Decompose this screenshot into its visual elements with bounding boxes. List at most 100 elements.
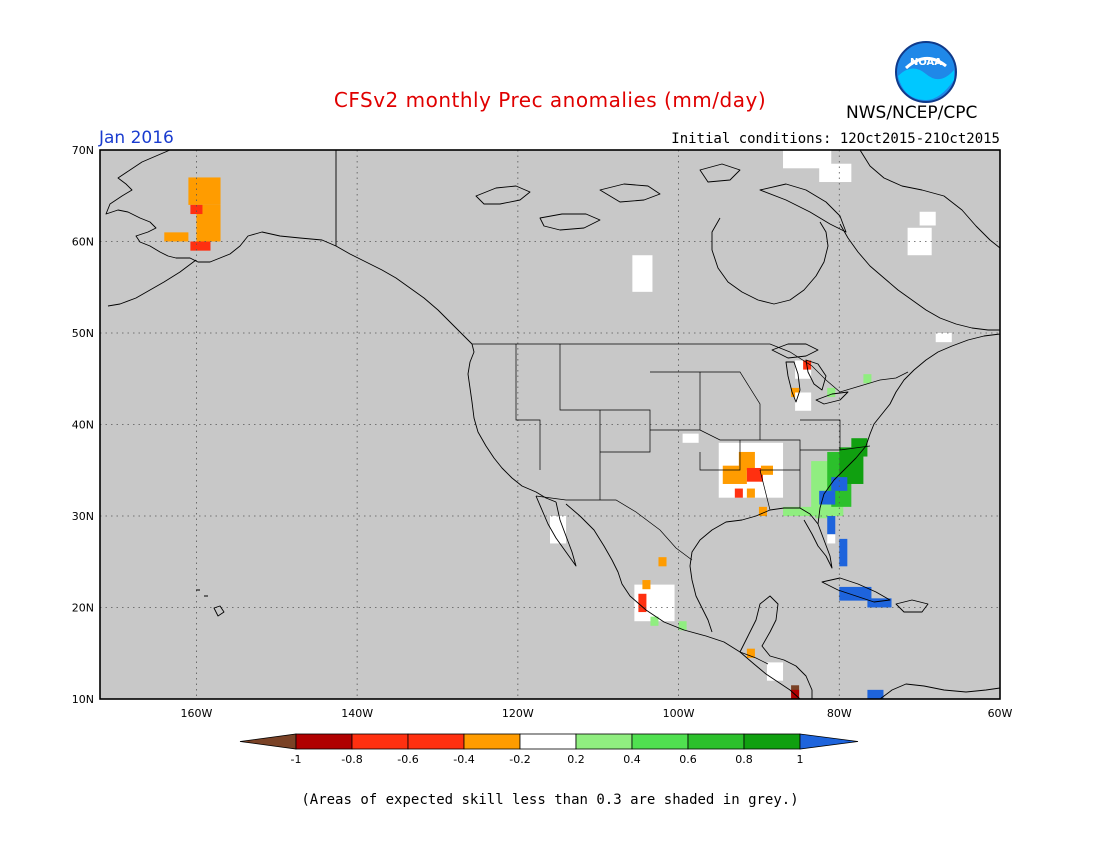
labrador <box>839 223 1000 331</box>
anomaly-cell-white <box>550 516 567 544</box>
anomaly-cell-white <box>766 662 784 681</box>
colorbar-label: -0.6 <box>397 753 418 766</box>
lat-tick-label: 40N <box>72 419 94 432</box>
anomaly-cell-ltgreen <box>650 616 659 626</box>
lake-erie <box>815 391 849 405</box>
lon-tick-label: 60W <box>988 707 1013 720</box>
us-mexico-border <box>535 495 693 561</box>
logo-text: NOAA <box>910 57 942 68</box>
anomaly-cell-ltgreen <box>827 387 836 398</box>
latitude-tick-labels: 10N 20N 30N 40N 50N 60N 70N <box>72 144 94 706</box>
anomaly-cell-blue <box>827 516 836 535</box>
lon-tick-label: 120W <box>502 707 534 720</box>
lon-tick-label: 160W <box>180 707 212 720</box>
lat-tick-label: 50N <box>72 327 94 340</box>
anomaly-cell-ltgreen <box>678 621 687 631</box>
east-coast <box>817 333 1001 525</box>
hudson-bay <box>711 217 829 305</box>
arctic-island-3 <box>599 183 661 203</box>
colorbar-segment <box>463 733 521 750</box>
lake-superior <box>771 343 819 359</box>
lat-tick-label: 30N <box>72 510 94 523</box>
cuba <box>821 577 891 603</box>
greenland <box>859 149 1001 249</box>
colorbar-segment <box>631 733 689 750</box>
lake-huron <box>805 359 827 391</box>
colorbar-segment <box>743 733 801 750</box>
hispaniola <box>895 599 929 613</box>
anomaly-cell-red <box>190 204 203 215</box>
lon-tick-label: 80W <box>827 707 852 720</box>
anomaly-cell-white <box>919 211 936 226</box>
anomaly-cell-white <box>682 433 699 443</box>
longitude-tick-labels: 160W 140W 120W 100W 80W 60W <box>180 707 1012 720</box>
colorbar-segment <box>575 733 633 750</box>
lat-tick-label: 70N <box>72 144 94 157</box>
colorbar-segment <box>687 733 745 750</box>
coastlines-and-borders <box>105 149 1001 700</box>
anomaly-cell-white <box>935 333 952 343</box>
lat-tick-label: 10N <box>72 693 94 706</box>
chart-title: CFSv2 monthly Prec anomalies (mm/day) <box>333 88 767 112</box>
anomaly-cell-orange <box>658 557 667 567</box>
organization-label: NWS/NCEP/CPC <box>846 103 978 123</box>
colorbar-label: 0.8 <box>735 753 753 766</box>
anomaly-cell-blue <box>831 477 848 491</box>
south-america-coast <box>879 683 1001 700</box>
colorbar-label: 0.2 <box>567 753 585 766</box>
anomaly-cell-blue <box>867 598 892 608</box>
anomaly-cell-blue <box>839 538 848 567</box>
alaska-coast <box>105 149 337 263</box>
anomaly-cell-orange <box>164 232 189 242</box>
anomaly-cell-orange <box>642 580 651 590</box>
baffin-island <box>759 183 847 233</box>
anomaly-cell-red <box>734 488 743 498</box>
skill-footnote: (Areas of expected skill less than 0.3 a… <box>301 792 799 808</box>
colorbar: -1 -0.8 -0.6 -0.4 -0.2 0.2 0.4 0.6 0.8 1 <box>239 733 859 766</box>
hawaii-big-island <box>213 605 225 617</box>
anomaly-cell-red <box>746 467 763 482</box>
gulf-coast <box>689 507 833 633</box>
colorbar-label: 0.4 <box>623 753 641 766</box>
initial-conditions: Initial conditions: 12Oct2015-21Oct2015 <box>671 131 1000 147</box>
colorbar-segment <box>295 733 353 750</box>
graticule <box>100 150 1000 699</box>
lon-tick-label: 140W <box>341 707 373 720</box>
colorbar-label: -0.4 <box>453 753 474 766</box>
yucatan <box>739 595 813 699</box>
colorbar-label: 1 <box>797 753 804 766</box>
anomaly-cell-blue <box>867 689 884 699</box>
west-coast <box>467 343 557 503</box>
hawaii-small-islands <box>196 589 208 597</box>
anomaly-cell-white <box>819 163 852 183</box>
anomaly-cell-white <box>632 255 653 292</box>
colorbar-arrow-low <box>239 733 297 750</box>
anomaly-cell-orange <box>188 177 221 205</box>
baja-california <box>535 495 577 567</box>
anomaly-cell-orange <box>746 488 755 498</box>
colorbar-label: -0.8 <box>341 753 362 766</box>
colorbar-label: 0.6 <box>679 753 697 766</box>
colorbar-segment <box>519 733 577 750</box>
mexico-pacific-coast <box>565 503 801 700</box>
anomaly-cell-red <box>190 241 211 251</box>
anomaly-cell-blue <box>819 490 836 505</box>
anomaly-cell-white <box>827 534 836 544</box>
colorbar-label: -1 <box>291 753 302 766</box>
anomaly-cell-blue <box>839 586 872 601</box>
anomaly-cell-orange <box>746 648 755 658</box>
anomaly-cell-orange <box>758 506 767 516</box>
us-canada-border <box>472 343 909 393</box>
lat-tick-label: 20N <box>72 602 94 615</box>
lat-tick-label: 60N <box>72 236 94 249</box>
lake-michigan <box>785 361 801 403</box>
arctic-island-2 <box>539 213 601 231</box>
political-borders <box>472 343 909 665</box>
anomaly-cell-orange <box>791 387 800 398</box>
anomaly-cell-ltgreen <box>863 374 872 384</box>
forecast-period: Jan 2016 <box>99 128 174 148</box>
alaska-panhandle <box>335 245 473 345</box>
colorbar-label: -0.2 <box>509 753 530 766</box>
mexico-guatemala-border <box>739 651 769 665</box>
anomaly-cell-orange <box>722 465 747 484</box>
